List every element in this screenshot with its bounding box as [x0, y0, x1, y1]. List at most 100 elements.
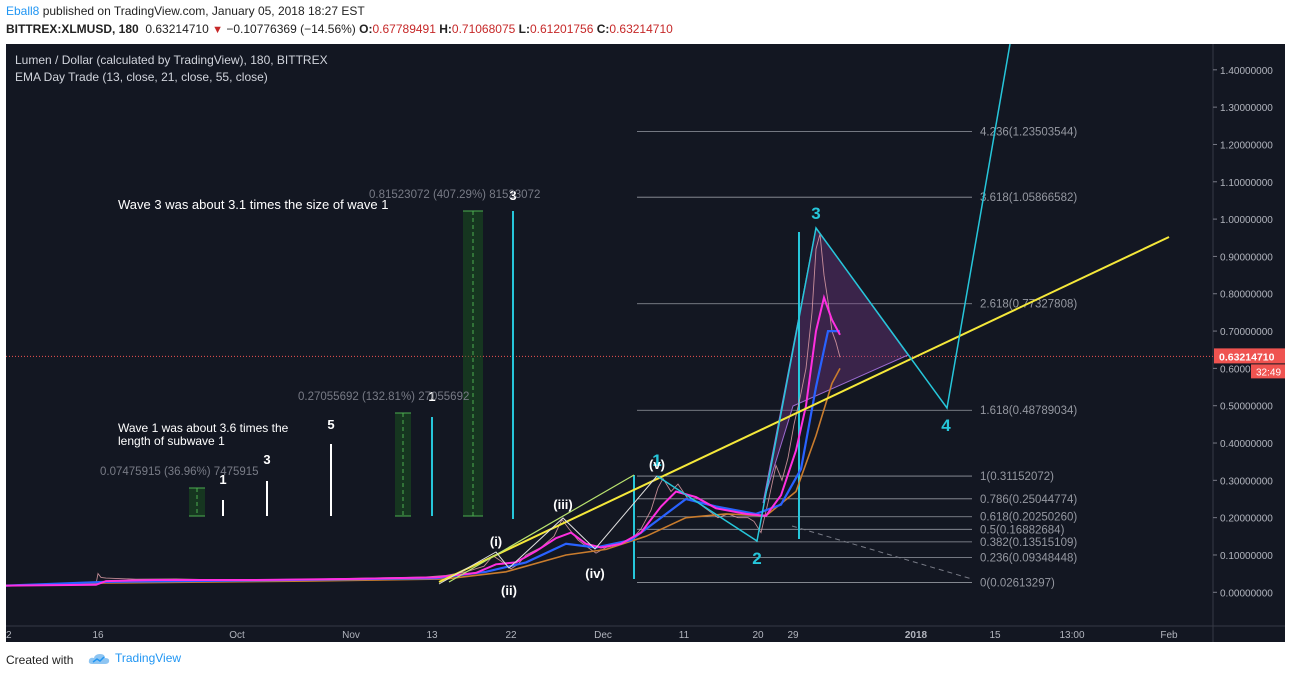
publish-header: Eball8 published on TradingView.com, Jan… — [0, 0, 1291, 44]
measure-label: 0.81523072 (407.29%) 81523072 — [369, 189, 540, 201]
high-value: 0.71068075 — [451, 22, 516, 36]
chart-panel[interactable]: 1.40000000 1.30000000 1.20000000 1.10000000… — [6, 44, 1285, 642]
wave-label: 4 — [941, 416, 951, 435]
x-tick-label: 13:00 — [1059, 630, 1084, 641]
tradingview-cloud-icon — [88, 653, 110, 664]
author-link[interactable]: Eball8 — [6, 4, 40, 18]
y-tick-label: 0.70000000 — [1220, 327, 1273, 338]
ohlc-line: BITTREX:XLMUSD, 180 0.63214710 ▼ −0.1077… — [6, 22, 673, 36]
open-label: O: — [359, 22, 373, 36]
x-tick-label: 15 — [989, 630, 1001, 641]
x-tick-label: Dec — [594, 630, 612, 641]
x-tick-label: 29 — [787, 630, 799, 641]
countdown-box — [1251, 364, 1285, 379]
wave1-annotation: length of subwave 1 — [118, 434, 225, 448]
wave-label: 1 — [652, 451, 661, 470]
x-tick-label: Oct — [229, 630, 245, 641]
price-tag-box — [1214, 348, 1285, 364]
green-channel-line — [448, 474, 635, 583]
wave-label: (v) — [649, 457, 665, 472]
fib-level-label: 0.618(0.20250260) — [980, 512, 1077, 524]
wave-label: 1 — [219, 472, 226, 487]
x-tick-label: 2018 — [905, 630, 928, 641]
y-tick-label: 0.80000000 — [1220, 290, 1273, 301]
y-tick-label: 1.40000000 — [1220, 66, 1273, 77]
footer: Created with TradingView — [0, 642, 1291, 677]
main-wave-path — [656, 44, 1011, 543]
x-tick-label: 12 — [6, 630, 12, 641]
y-tick-label: 0.60000000 — [1220, 364, 1273, 375]
close-value: 0.63214710 — [609, 22, 673, 36]
wave-label: (i) — [490, 534, 502, 549]
measure-label: 0.07475915 (36.96%) 7475915 — [100, 466, 259, 478]
wave-label: (iii) — [553, 497, 573, 512]
fib-level-label: 0.382(0.13515109) — [980, 537, 1077, 549]
y-tick-label: 0.40000000 — [1220, 439, 1273, 450]
wave3-annotation: Wave 3 was about 3.1 times the size of w… — [118, 197, 389, 212]
wave-label: 5 — [327, 417, 334, 432]
y-tick-label: 0.00000000 — [1220, 588, 1273, 599]
high-label: H: — [439, 22, 452, 36]
fib-level-label: 4.236(1.23503544) — [980, 126, 1077, 138]
last-price: 0.63214710 — [145, 22, 209, 36]
created-with-text: Created with — [6, 653, 74, 667]
y-tick-label: 1.10000000 — [1220, 178, 1273, 189]
y-tick-label: 0.90000000 — [1220, 252, 1273, 263]
ema-55-line — [6, 368, 841, 587]
wave-label: 2 — [752, 549, 761, 568]
x-tick-label: 11 — [679, 630, 690, 641]
wave-label: (ii) — [501, 583, 517, 598]
measure-box — [463, 211, 483, 516]
brand-label: TradingView — [115, 651, 182, 665]
y-tick-label: 1.00000000 — [1220, 215, 1273, 226]
fib-level-label: 1(0.31152072) — [980, 471, 1054, 483]
wave1-annotation: Wave 1 was about 3.6 times the — [118, 421, 289, 435]
y-tick-label: 0.50000000 — [1220, 402, 1273, 413]
ema-13-line — [6, 293, 841, 587]
projection-triangle — [762, 226, 909, 504]
x-tick-label: Nov — [342, 630, 360, 641]
x-tick-label: 22 — [505, 630, 517, 641]
fib-level-label: 0.786(0.25044774) — [980, 494, 1077, 506]
x-tick-label: 16 — [92, 630, 104, 641]
fib-level-label: 2.618(0.77327808) — [980, 299, 1077, 311]
down-arrow-icon: ▼ — [212, 24, 223, 36]
ema-21-line — [6, 330, 840, 587]
fib-level-label: 0.5(0.16882684) — [980, 524, 1065, 536]
fib-trend-line — [791, 525, 973, 580]
close-label: C: — [596, 22, 610, 36]
published-text: published on TradingView.com, January 05… — [42, 4, 365, 18]
wave-label: 3 — [509, 188, 516, 203]
y-tick-label: 0.10000000 — [1220, 551, 1273, 562]
y-tick-label: 0.20000000 — [1220, 514, 1273, 525]
wave-label: (iv) — [585, 566, 605, 581]
y-tick-label: 1.20000000 — [1220, 140, 1273, 151]
wave-label: 3 — [811, 204, 820, 223]
chart-title: Lumen / Dollar (calculated by TradingVie… — [15, 53, 328, 67]
low-value: 0.61201756 — [529, 22, 594, 36]
x-tick-label: 20 — [752, 630, 764, 641]
tradingview-link[interactable]: TradingView — [88, 651, 181, 665]
price-tag-label: 0.63214710 — [1219, 351, 1275, 363]
x-tick-label: Feb — [1160, 630, 1178, 641]
wave-label: 3 — [263, 452, 270, 467]
fib-level-label: 0(0.02613297) — [980, 578, 1055, 590]
wave-label: 1 — [428, 389, 435, 404]
publish-line: Eball8 published on TradingView.com, Jan… — [6, 4, 365, 18]
symbol-label: BITTREX:XLMUSD, 180 — [6, 22, 139, 36]
indicator-legend: EMA Day Trade (13, close, 21, close, 55,… — [15, 70, 268, 84]
price-chart[interactable]: 1.40000000 1.30000000 1.20000000 1.10000000… — [6, 44, 1285, 642]
low-label: L: — [518, 22, 530, 36]
yellow-trendline — [438, 236, 1170, 583]
fib-level-label: 1.618(0.48789034) — [980, 405, 1077, 417]
subwave-zigzag — [438, 475, 658, 585]
fib-level-label: 0.236(0.09348448) — [980, 552, 1077, 564]
price-series-line — [6, 233, 841, 587]
y-tick-label: 0.30000000 — [1220, 476, 1273, 487]
fib-level-label: 3.618(1.05866582) — [980, 192, 1077, 204]
countdown-label: 32:49 — [1256, 367, 1281, 378]
y-tick-label: 1.30000000 — [1220, 103, 1273, 114]
open-value: 0.67789491 — [372, 22, 436, 36]
x-tick-label: 13 — [426, 630, 438, 641]
price-change: −0.10776369 (−14.56%) — [226, 22, 356, 36]
